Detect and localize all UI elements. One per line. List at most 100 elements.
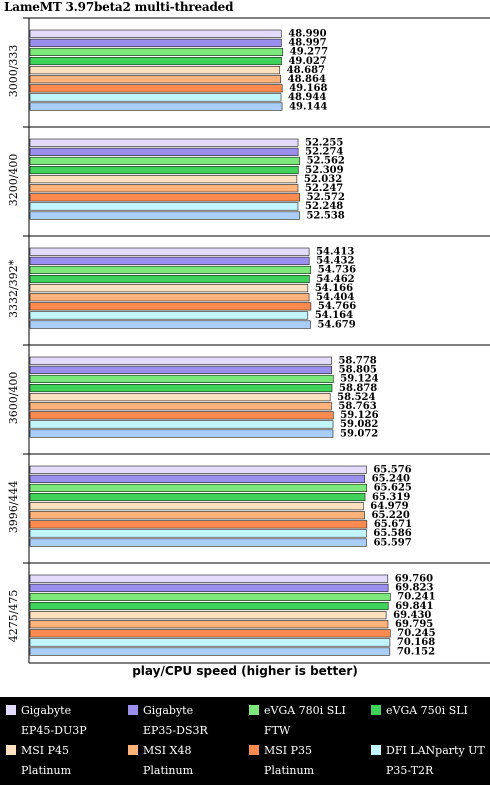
- x-axis-label: play/CPU speed (higher is better): [132, 664, 358, 678]
- legend-item: MSI P45 Platinum: [6, 741, 126, 781]
- value-label: 48.687: [287, 65, 325, 76]
- value-label: 52.255: [305, 138, 343, 149]
- value-label: 54.432: [316, 256, 354, 267]
- value-label: 54.166: [315, 283, 353, 294]
- group-label: 3600/400: [7, 372, 20, 425]
- legend-label: eVGA 780i SLI FTW: [264, 704, 346, 737]
- bar: [29, 193, 300, 202]
- legend-item: Gigabyte EP35-DS3R: [128, 701, 248, 741]
- legend-swatch: [371, 705, 381, 715]
- bar: [29, 211, 300, 220]
- value-label: 52.274: [305, 147, 343, 158]
- value-label: 58.763: [338, 401, 376, 412]
- value-label: 69.795: [395, 619, 433, 630]
- value-label: 54.164: [315, 310, 353, 321]
- bar: [29, 29, 282, 38]
- bar: [29, 538, 367, 547]
- legend-label: MSI P35 Platinum: [264, 744, 315, 777]
- value-label: 54.462: [316, 274, 354, 285]
- value-label: 70.152: [397, 646, 435, 657]
- value-label: 54.413: [316, 247, 354, 258]
- bar: [29, 483, 367, 493]
- value-label: 52.562: [307, 156, 345, 167]
- legend-swatch: [249, 745, 259, 755]
- value-label: 58.524: [337, 392, 375, 403]
- value-label: 52.309: [305, 165, 343, 176]
- bar: [29, 374, 334, 384]
- bar: [29, 511, 365, 520]
- value-label: 59.082: [340, 419, 378, 430]
- group-label: 3200/400: [7, 154, 20, 207]
- value-label: 69.760: [395, 574, 433, 585]
- bar: [29, 383, 333, 393]
- value-label: 52.247: [305, 183, 343, 194]
- bar: [29, 411, 334, 420]
- bar: [29, 420, 334, 429]
- bar: [29, 474, 365, 483]
- bar: [29, 302, 312, 311]
- value-label: 54.404: [316, 292, 354, 303]
- legend-swatch: [128, 745, 138, 755]
- value-label: 59.072: [340, 428, 378, 439]
- legend-swatch: [128, 705, 138, 715]
- legend-label: Gigabyte EP45-DU3P: [21, 704, 87, 737]
- legend-item: Gigabyte EP45-DU3P: [6, 701, 126, 741]
- legend-label: MSI X48 Platinum: [143, 744, 194, 777]
- legend-swatch: [6, 745, 16, 755]
- legend-swatch: [6, 705, 16, 715]
- legend-item: eVGA 780i SLI FTW: [249, 701, 369, 741]
- bar: [29, 393, 331, 402]
- value-label: 58.878: [339, 383, 377, 394]
- value-label: 65.625: [374, 483, 412, 494]
- value-label: 48.990: [288, 29, 326, 40]
- bar: [29, 284, 309, 293]
- group-label: 3996/444: [7, 481, 20, 534]
- value-label: 49.277: [290, 47, 328, 58]
- legend-swatch: [249, 705, 259, 715]
- bar: [29, 620, 389, 629]
- value-label: 49.168: [289, 83, 327, 94]
- value-label: 65.671: [374, 519, 412, 530]
- value-label: 65.597: [373, 537, 411, 548]
- bar: [29, 465, 367, 474]
- bar: [29, 502, 364, 511]
- value-label: 65.319: [372, 492, 410, 503]
- value-label: 59.126: [340, 410, 378, 421]
- legend: Gigabyte EP45-DU3P Gigabyte EP35-DS3R eV…: [0, 697, 490, 785]
- legend-label: eVGA 750i SLI: [386, 704, 468, 717]
- bar: [29, 102, 283, 111]
- group-label: 3332/392*: [7, 259, 20, 318]
- legend-item: MSI P35 Platinum: [249, 741, 369, 781]
- value-label: 65.240: [372, 474, 410, 485]
- bar: [29, 529, 367, 538]
- bar: [29, 93, 282, 102]
- legend-item: DFI LANparty UT P35-T2R: [371, 741, 490, 781]
- bar: [29, 638, 391, 647]
- value-label: 49.027: [288, 56, 326, 67]
- legend-item: MSI X48 Platinum: [128, 741, 248, 781]
- value-label: 54.679: [317, 319, 355, 330]
- bar: [29, 202, 299, 211]
- legend-item: eVGA 750i SLI: [371, 701, 490, 741]
- value-label: 69.841: [395, 601, 433, 612]
- value-label: 48.864: [288, 74, 326, 85]
- value-label: 59.124: [340, 374, 378, 385]
- legend-swatch: [371, 745, 381, 755]
- bar: [29, 47, 284, 57]
- bar: [29, 184, 299, 193]
- chart-plot: 3000/33348.99048.99749.27749.02748.68748…: [7, 17, 490, 664]
- value-label: 64.979: [370, 501, 408, 512]
- value-label: 58.778: [338, 356, 376, 367]
- bar: [29, 247, 310, 256]
- value-label: 52.538: [306, 210, 344, 221]
- group-label: 4275/475: [7, 590, 20, 643]
- value-label: 48.997: [288, 38, 326, 49]
- bar: [29, 402, 332, 411]
- value-label: 54.766: [318, 301, 356, 312]
- value-label: 65.586: [373, 528, 411, 539]
- bar: [29, 56, 282, 66]
- value-label: 70.245: [397, 628, 435, 639]
- bar: [29, 156, 300, 165]
- value-label: 65.576: [373, 465, 411, 476]
- bar: [29, 492, 366, 502]
